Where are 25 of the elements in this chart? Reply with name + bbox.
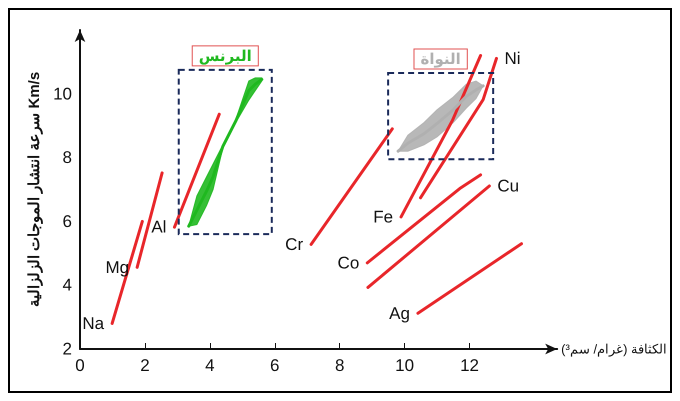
series-label: Mg xyxy=(106,258,130,277)
series-label: Na xyxy=(82,314,105,333)
series-label: البرنس xyxy=(198,46,252,65)
series-label: Ni xyxy=(504,48,521,68)
x-tick-label: 6 xyxy=(270,356,280,375)
series-label: Ag xyxy=(389,304,410,323)
series-label: Cr xyxy=(285,234,304,254)
x-axis-title: الكثافة (غرام/ سم³) xyxy=(561,342,668,358)
series-label: Fe xyxy=(373,207,394,226)
x-tick-label: 4 xyxy=(205,356,215,375)
y-tick-label: 10 xyxy=(53,84,72,104)
x-tick-label: 12 xyxy=(460,356,479,375)
x-tick-label: 8 xyxy=(334,356,344,375)
series-label: Al xyxy=(151,218,166,237)
series-label: Cu xyxy=(497,176,520,196)
y-tick-label: 6 xyxy=(62,212,72,231)
y-tick-label: 2 xyxy=(62,340,72,358)
x-tick-label: 10 xyxy=(395,356,414,375)
x-tick-label: 2 xyxy=(140,356,150,375)
y-tick-label: 4 xyxy=(62,276,72,295)
x-tick-label: 0 xyxy=(75,356,85,375)
y-tick-label: 8 xyxy=(62,148,72,168)
y-axis-title: سرعة انتشار الموجات الزلزالية Km/s xyxy=(26,72,43,308)
series-label: النواة xyxy=(420,50,461,68)
series-label: Co xyxy=(338,253,360,272)
